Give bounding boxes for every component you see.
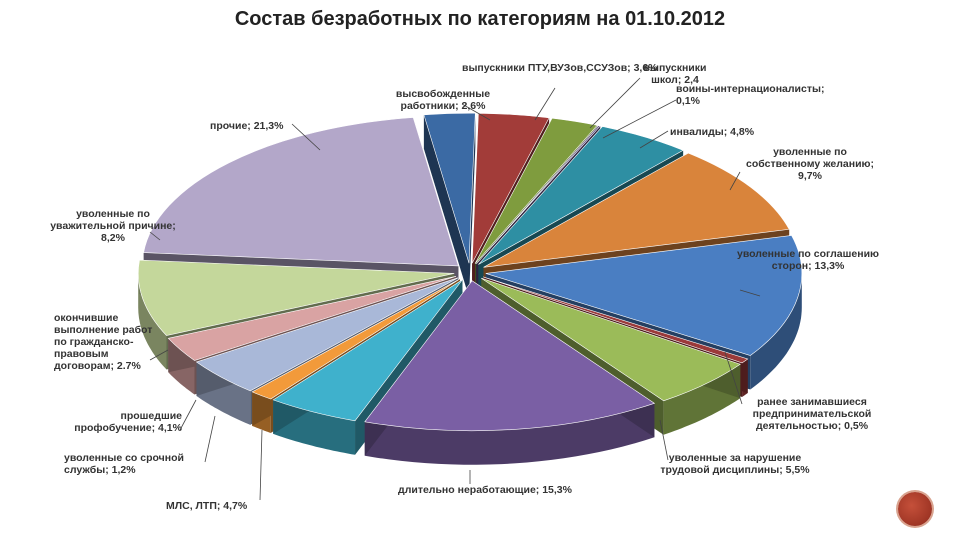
slice-3: [478, 126, 684, 265]
leader-line-7: [659, 419, 669, 461]
slice-6: [483, 276, 749, 364]
leader-line-0: [534, 87, 556, 121]
slice-side-5: [750, 273, 802, 390]
leader-line-14: [291, 123, 321, 151]
leader-line-1: [589, 77, 641, 129]
leader-line-6: [724, 351, 743, 405]
leader-line-9: [259, 429, 263, 501]
label-predprinimateli: ранее занимавшиеся предпринимательской д…: [752, 396, 872, 432]
label-dlitelno: длительно неработающие; 15,3%: [398, 484, 572, 496]
chart-title: Состав безработных по категориям на 01.1…: [234, 8, 726, 30]
slice-15: [423, 112, 476, 264]
label-sobstvennoe: уволенные по собственному желанию; 9,7%: [746, 146, 874, 182]
slice-14: [143, 117, 459, 267]
leader-line-3: [639, 130, 669, 149]
slice-10: [251, 278, 461, 400]
leader-line-10: [204, 415, 216, 463]
label-soglashenie: уволенные по соглашению сторон; 13,3%: [737, 248, 879, 272]
label-invalidy: инвалиды; 4,8%: [670, 126, 755, 138]
leader-line-2: [602, 99, 677, 139]
leader-line-13: [149, 231, 161, 241]
slice-5: [485, 235, 803, 356]
label-profobuchenie: прошедшие профобучение; 4,1%: [74, 410, 182, 434]
leader-line-15: [461, 103, 491, 121]
slice-7: [481, 277, 741, 402]
slice-1: [474, 117, 598, 264]
label-prochie: прочие; 21,3%: [210, 120, 284, 132]
logo-icon: [898, 492, 932, 526]
label-vypuskniki-ptu: выпускники ПТУ,ВУЗов,ССУЗов; 3,6%: [462, 62, 658, 74]
slice-wall-15-1: [469, 113, 476, 298]
slice-11: [195, 277, 459, 392]
slice-8: [364, 280, 656, 432]
label-narushenie: уволенные за нарушение трудовой дисципли…: [660, 452, 810, 476]
slice-4: [483, 152, 790, 268]
label-voiny: воины-интернационалисты; 0,1%: [676, 83, 825, 107]
slice-12: [167, 276, 457, 361]
slice-2: [476, 125, 601, 265]
slice-side-13: [138, 273, 167, 370]
slice-13: [137, 259, 455, 336]
leader-line-11: [179, 399, 197, 431]
slice-side-8: [364, 403, 655, 465]
label-vypuskniki-shkol: выпускники школ; 2,4: [643, 62, 707, 86]
label-uvazhitelnaya: уволенные по уважительной причине; 8,2%: [50, 208, 176, 244]
label-srochnaya: уволенные со срочной службы; 1,2%: [64, 452, 184, 476]
label-vysvobozhdennye: высвобожденные работники; 2,6%: [395, 88, 491, 112]
label-mls: МЛС, ЛТП; 4,7%: [166, 500, 248, 512]
leader-line-12: [149, 349, 169, 361]
slice-9: [272, 279, 463, 422]
slice-wall-15-0: [423, 114, 470, 298]
leader-line-4: [729, 171, 741, 191]
leader-line-5: [739, 289, 761, 297]
label-grazhdansko: окончившие выполнение работ по гражданск…: [54, 312, 153, 372]
